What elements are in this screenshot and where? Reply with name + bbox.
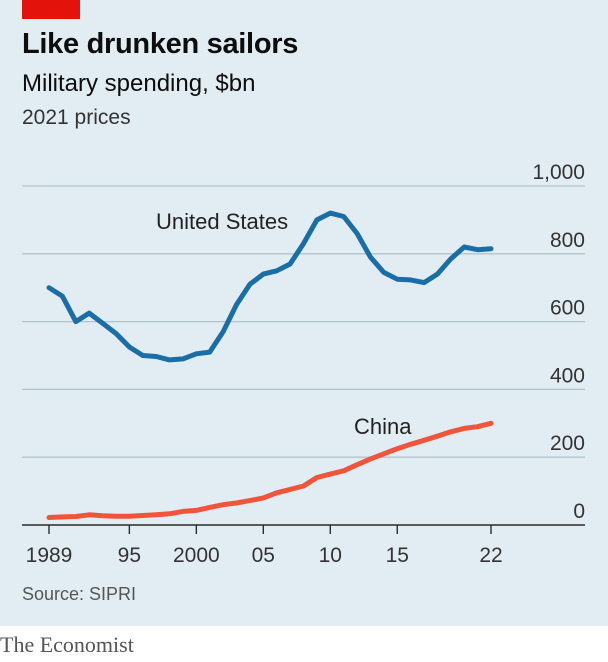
- y-tick-label-400: 400: [550, 364, 585, 387]
- chart-subtitle: Military spending, $bn: [22, 70, 256, 97]
- x-tick-label-2015: 15: [386, 544, 409, 567]
- chart-title: Like drunken sailors: [22, 28, 299, 60]
- x-tick-label-2000: 2000: [173, 544, 220, 567]
- x-tick-label-2005: 05: [252, 544, 275, 567]
- x-tick-label-2022: 22: [479, 544, 502, 567]
- series-label-china: China: [354, 414, 412, 439]
- y-tick-label-1000: 1,000: [532, 161, 585, 184]
- y-tick-label-600: 600: [550, 297, 585, 320]
- y-tick-label-0: 0: [573, 500, 585, 523]
- x-tick-label-2010: 10: [319, 544, 342, 567]
- series-line-china: [46, 420, 494, 520]
- source-note: Source: SIPRI: [22, 584, 137, 604]
- x-tick-label-1995: 95: [118, 544, 141, 567]
- line-chart: 0 200 400 600 800 1,000 1989 95 2000 05 10 15 22 Unit…: [22, 161, 585, 567]
- chart-panel: [0, 0, 608, 626]
- y-tick-label-200: 200: [550, 432, 585, 455]
- brand-red-tab: [22, 0, 80, 19]
- series-label-united-states: United States: [156, 209, 288, 234]
- chart-price-note: 2021 prices: [22, 106, 131, 129]
- brand-wordmark: The Economist: [0, 632, 134, 657]
- x-tick-label-1989: 1989: [26, 544, 73, 567]
- y-tick-label-800: 800: [550, 229, 585, 252]
- series-line-united-states: [46, 210, 494, 363]
